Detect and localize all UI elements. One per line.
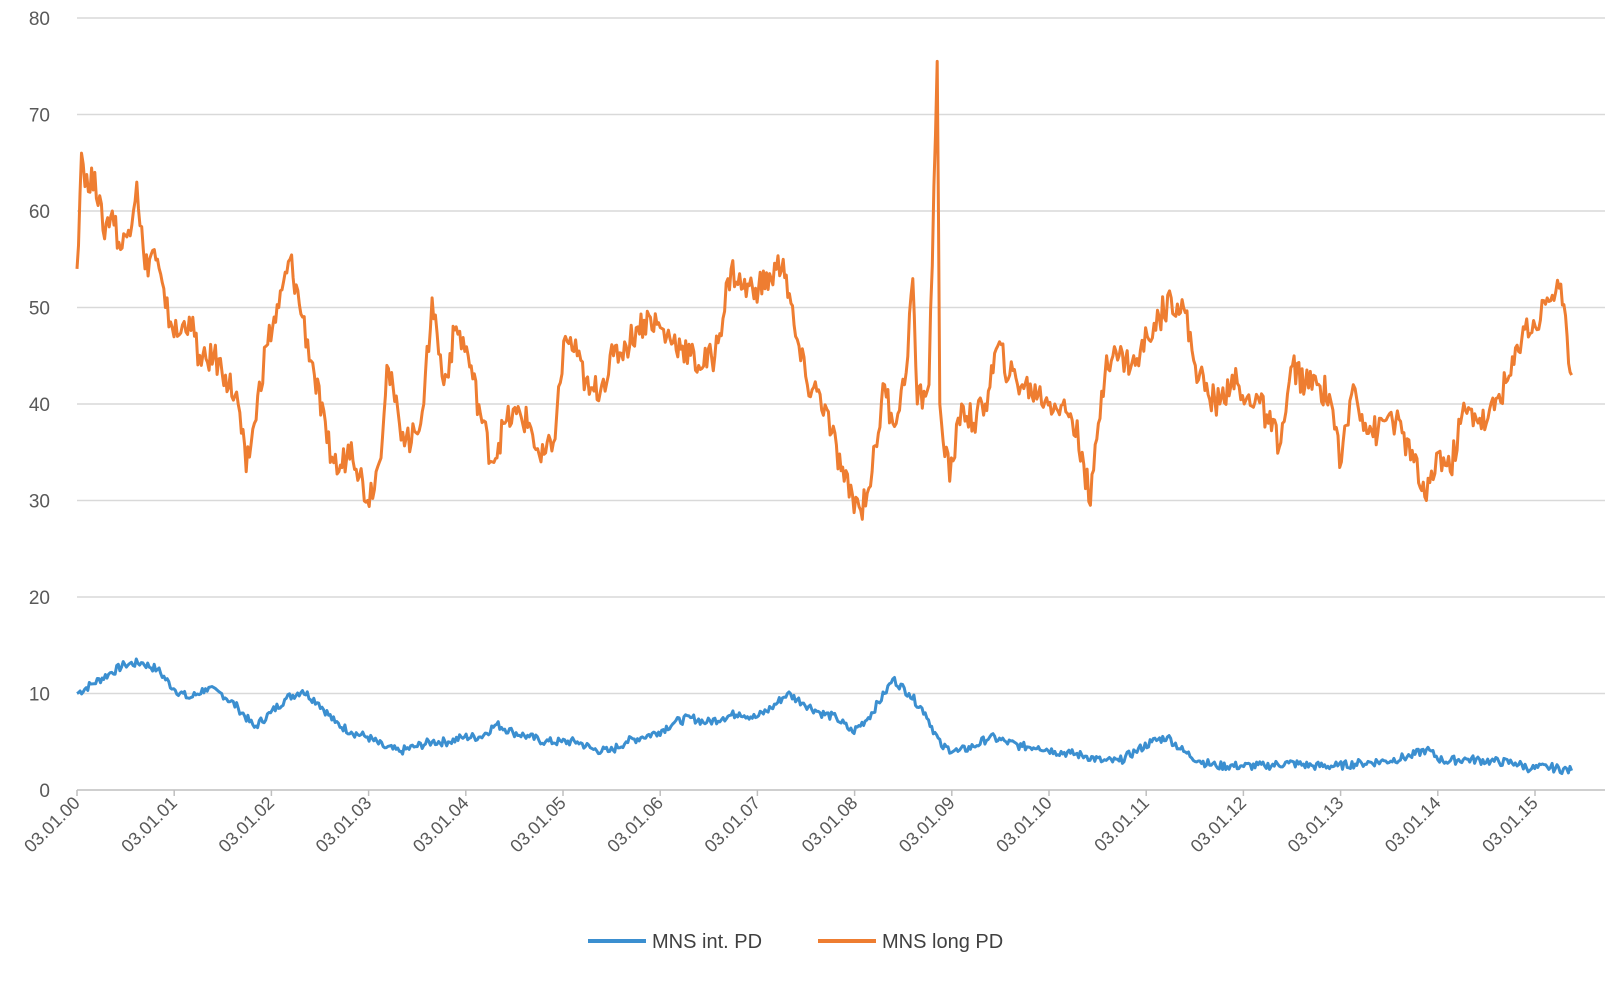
legend: MNS int. PD MNS long PD: [588, 931, 1003, 953]
x-tick-label: 03.01.03: [312, 793, 376, 857]
y-tick-label: 60: [29, 202, 50, 223]
x-tick-label: 03.01.00: [20, 793, 84, 857]
y-tick-label: 50: [29, 299, 50, 320]
x-tick-label: 03.01.15: [1478, 793, 1542, 857]
y-axis-ticks: 0 10 20 30 40 50 60 70 80: [29, 9, 50, 802]
x-tick-label: 03.01.06: [603, 793, 667, 857]
x-tick-label: 03.01.13: [1284, 793, 1348, 857]
x-tick-label: 03.01.07: [701, 793, 765, 857]
x-tick-label: 03.01.04: [409, 793, 473, 857]
y-tick-label: 0: [39, 781, 50, 802]
y-tick-label: 30: [29, 492, 50, 513]
x-tick-label: 03.01.12: [1187, 793, 1251, 857]
y-tick-label: 20: [29, 588, 50, 609]
x-tick-label: 03.01.14: [1381, 793, 1445, 857]
x-tick-label: 03.01.11: [1090, 793, 1153, 856]
x-axis-ticks: 03.01.00 03.01.01 03.01.02 03.01.03 03.01.04…: [20, 790, 1542, 856]
x-tick-label: 03.01.10: [992, 793, 1056, 857]
series-lines: [75, 59, 1574, 775]
y-tick-label: 70: [29, 106, 50, 127]
x-tick-label: 03.01.05: [506, 793, 570, 857]
legend-label: MNS int. PD: [652, 931, 762, 953]
x-tick-label: 03.01.08: [798, 793, 862, 857]
legend-label: MNS long PD: [882, 931, 1003, 953]
series-line-2: [75, 59, 1573, 521]
x-tick-label: 03.01.09: [895, 793, 959, 857]
gridlines: [77, 17, 1605, 695]
series-line-1: [76, 657, 1574, 775]
y-tick-label: 10: [29, 685, 50, 706]
y-tick-label: 40: [29, 395, 50, 416]
x-tick-label: 03.01.01: [117, 793, 181, 857]
y-tick-label: 80: [29, 9, 50, 30]
x-tick-label: 03.01.02: [215, 793, 279, 857]
